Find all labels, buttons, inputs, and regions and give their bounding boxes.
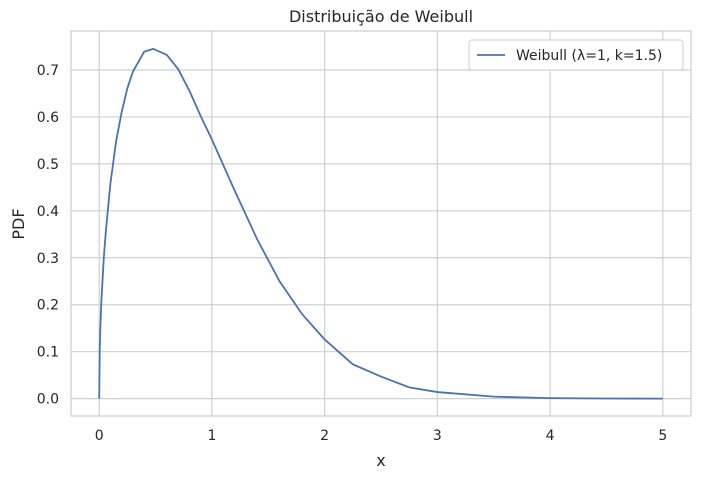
series-line-weibull xyxy=(98,47,663,400)
y-tick-label: 0.2 xyxy=(37,298,59,314)
y-tick-label: 0.3 xyxy=(37,251,59,267)
y-tick-label: 0.4 xyxy=(37,204,59,220)
legend-label: Weibull (λ=1, k=1.5) xyxy=(516,48,662,64)
y-tick-label: 0.7 xyxy=(37,63,59,79)
legend: Weibull (λ=1, k=1.5) xyxy=(468,39,684,71)
x-tick-label: 3 xyxy=(433,428,442,444)
legend-box xyxy=(468,39,684,71)
y-tick-label: 0.1 xyxy=(37,345,59,361)
x-tick-label: 5 xyxy=(658,428,667,444)
y-tick-label: 0.0 xyxy=(37,392,59,408)
x-axis-label: x xyxy=(376,451,385,470)
y-tick-label: 0.6 xyxy=(37,110,59,126)
y-axis-label: PDF xyxy=(9,208,28,239)
plot-area xyxy=(70,30,692,417)
x-tick-label: 2 xyxy=(320,428,329,444)
y-tick-label: 0.5 xyxy=(37,157,59,173)
x-tick-label: 0 xyxy=(95,428,104,444)
x-tick-label: 1 xyxy=(207,428,216,444)
chart-title: Distribuição de Weibull xyxy=(289,7,473,26)
x-tick-label: 4 xyxy=(546,428,555,444)
ticks: 0 1 2 3 4 5 0.0 0.1 0.2 0.3 0.4 0.5 0.6 0.7 xyxy=(37,63,668,444)
